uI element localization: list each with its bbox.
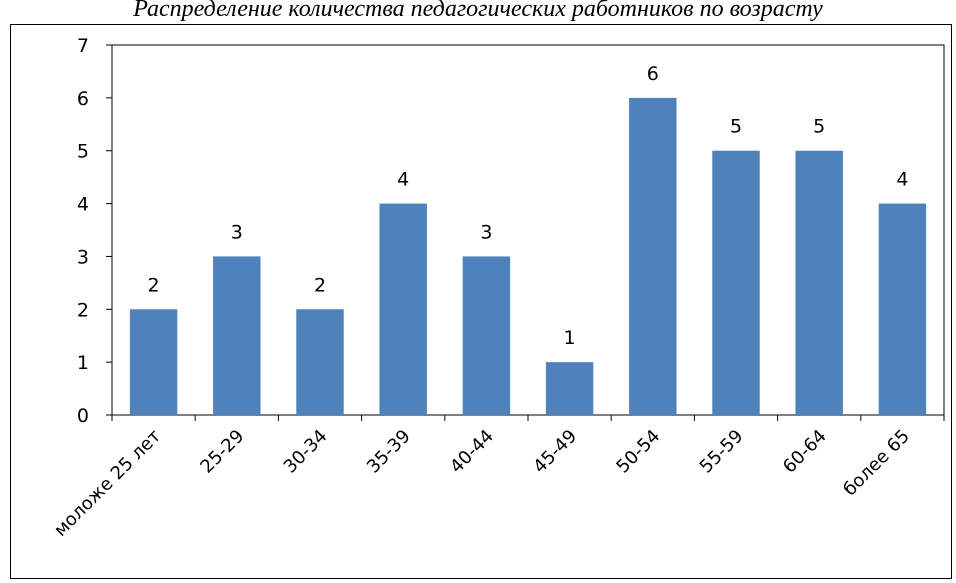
- y-tick-label: 1: [77, 352, 89, 374]
- y-tick-label: 6: [77, 88, 89, 110]
- x-tick-label: 60-64: [779, 426, 831, 478]
- x-tick-label: более 65: [839, 426, 914, 501]
- y-tick-label: 4: [77, 194, 89, 216]
- chart-title: Распределение количества педагогических …: [133, 0, 823, 22]
- y-tick-label: 5: [77, 141, 89, 163]
- data-label: 2: [148, 274, 160, 296]
- bar: [379, 203, 427, 415]
- data-label: 4: [896, 169, 908, 191]
- data-label: 3: [480, 221, 492, 243]
- bar: [213, 256, 261, 415]
- data-label: 5: [730, 116, 742, 138]
- data-label: 2: [314, 274, 326, 296]
- y-tick-label: 2: [77, 299, 89, 321]
- data-label: 3: [231, 221, 243, 243]
- y-tick-label: 3: [77, 246, 89, 268]
- x-tick-label: 45-49: [529, 426, 581, 478]
- plot-area: 0 1 2 3 4 5 6 7 2 моложе 25 лет 3 25-29 2 30-34 4 35-39…: [50, 35, 945, 541]
- bar: [296, 309, 344, 415]
- data-label: 5: [813, 116, 825, 138]
- bar: [878, 203, 927, 415]
- data-label: 6: [647, 63, 659, 85]
- bar: [129, 309, 178, 415]
- data-label: 4: [397, 169, 409, 191]
- data-label: 1: [564, 327, 576, 349]
- bar: [462, 256, 511, 415]
- x-tick-label: 55-59: [696, 426, 748, 478]
- x-tick-label: 25-29: [196, 426, 248, 478]
- x-tick-label: 50-54: [612, 426, 664, 478]
- x-tick-label: моложе 25 лет: [50, 426, 165, 541]
- x-tick-label: 40-44: [446, 426, 498, 478]
- chart-frame: [10, 24, 952, 579]
- bar: [795, 150, 843, 415]
- bar: [629, 97, 677, 415]
- y-tick-label: 7: [77, 35, 89, 57]
- bar: [545, 362, 594, 415]
- x-tick-label: 35-39: [363, 426, 415, 478]
- y-tick-label: 0: [77, 405, 89, 427]
- bar: [712, 150, 760, 415]
- x-tick-label: 30-34: [280, 426, 332, 478]
